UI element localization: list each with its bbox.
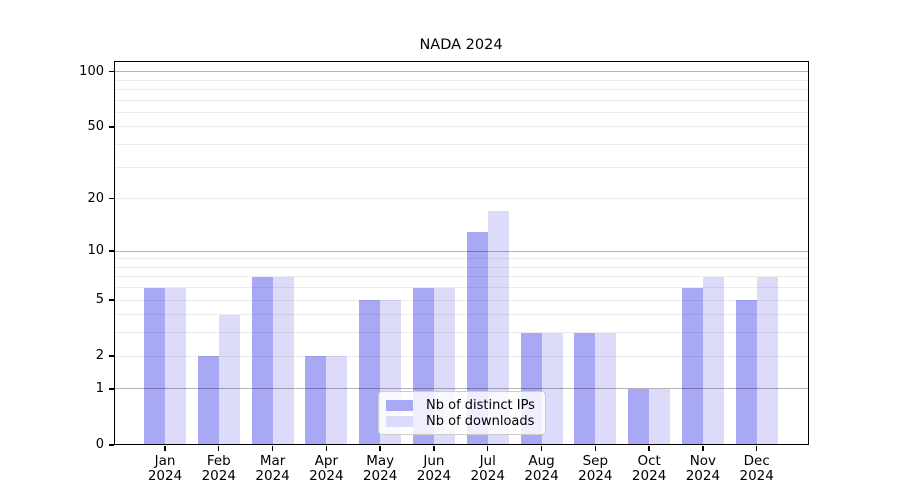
y-tick-mark-10 (108, 250, 114, 252)
gridline-minor-3 (113, 332, 809, 334)
x-tick-label-apr: Apr 2024 (309, 453, 344, 484)
legend-label-distinct-ips: Nb of distinct IPs (426, 397, 535, 413)
gridline-minor-9 (113, 258, 809, 260)
gridline-minor-40 (113, 144, 809, 146)
y-tick-mark-5 (108, 299, 114, 301)
x-tick-label-may: May 2024 (362, 453, 398, 484)
bar-mar-series1 (272, 276, 294, 445)
plot-area (113, 60, 809, 446)
x-tick-mark-jun (433, 446, 435, 451)
bar-sep-series1 (595, 332, 617, 445)
x-tick-label-jul: Jul 2024 (470, 453, 505, 484)
bar-jan-series0 (144, 287, 165, 445)
bar-dec-series0 (735, 300, 757, 445)
y-tick-label-10: 10 (87, 243, 104, 259)
bar-sep-series0 (574, 332, 596, 445)
bar-nov-series0 (681, 287, 703, 445)
y-tick-mark-100 (108, 71, 114, 73)
gridline-minor-8 (113, 266, 809, 268)
x-tick-mark-sep (594, 446, 596, 451)
gridline-minor-2 (113, 355, 809, 357)
gridline-minor-80 (113, 89, 809, 91)
bar-feb-series1 (218, 314, 240, 445)
y-tick-label-1: 1 (95, 380, 104, 396)
x-tick-mark-jan (164, 446, 166, 451)
y-tick-label-0: 0 (95, 437, 104, 452)
gridline-minor-20 (113, 198, 809, 200)
bar-dec-series1 (756, 276, 778, 445)
gridline-minor-60 (113, 111, 809, 113)
x-tick-mark-may (379, 446, 381, 451)
gridline-minor-70 (113, 99, 809, 101)
bar-oct-series0 (628, 388, 650, 445)
gridline-major-100 (113, 71, 809, 73)
y-tick-mark-20 (108, 198, 114, 200)
y-tick-mark-50 (108, 126, 114, 128)
bar-jul-series1 (487, 211, 509, 445)
x-tick-mark-apr (325, 446, 328, 451)
x-tick-label-sep: Sep 2024 (578, 453, 613, 484)
y-tick-mark-2 (108, 355, 114, 357)
x-tick-mark-dec (755, 446, 758, 451)
legend-item-downloads: Nb of downloads (386, 413, 535, 429)
bar-may-series0 (359, 300, 381, 445)
y-tick-mark-0 (108, 444, 114, 446)
bar-apr-series1 (326, 356, 348, 445)
gridline-minor-6 (113, 287, 809, 289)
bar-apr-series0 (305, 356, 327, 445)
x-tick-mark-aug (540, 446, 543, 451)
x-tick-label-aug: Aug 2024 (524, 453, 559, 484)
bar-aug-series1 (541, 332, 563, 445)
grid-layer (113, 61, 809, 446)
y-tick-label-5: 5 (95, 292, 104, 308)
gridline-minor-5 (113, 299, 809, 301)
x-tick-mark-oct (648, 446, 650, 451)
gridline-major-10 (113, 250, 809, 252)
gridline-major-1 (113, 388, 809, 390)
legend-swatch-distinct-ips (386, 399, 413, 411)
x-tick-label-nov: Nov 2024 (685, 453, 721, 484)
gridline-minor-7 (113, 276, 809, 278)
bar-oct-series1 (649, 388, 671, 445)
bar-nov-series1 (702, 276, 724, 445)
bar-feb-series0 (197, 356, 219, 445)
x-tick-label-dec: Dec 2024 (739, 453, 774, 484)
x-tick-label-mar: Mar 2024 (255, 453, 290, 484)
y-tick-label-100: 100 (79, 63, 104, 79)
legend-item-distinct-ips: Nb of distinct IPs (386, 397, 535, 413)
y-tick-label-2: 2 (95, 348, 104, 364)
y-tick-label-20: 20 (87, 190, 104, 206)
x-tick-label-jan: Jan 2024 (147, 453, 183, 484)
gridline-minor-4 (113, 314, 809, 316)
x-tick-mark-feb (218, 446, 220, 451)
x-tick-mark-jul (487, 446, 489, 451)
bar-jan-series1 (165, 287, 186, 445)
x-tick-label-jun: Jun 2024 (416, 453, 452, 484)
legend-swatch-downloads (386, 415, 413, 427)
chart-title: NADA 2024 (419, 37, 503, 53)
gridline-minor-50 (113, 126, 809, 128)
y-tick-label-50: 50 (87, 118, 104, 134)
legend: Nb of distinct IPs Nb of downloads (378, 391, 546, 435)
x-tick-label-feb: Feb 2024 (201, 453, 236, 484)
y-tick-mark-1 (108, 388, 114, 390)
gridline-minor-90 (113, 79, 809, 81)
gridline-minor-30 (113, 166, 809, 168)
x-tick-label-oct: Oct 2024 (631, 453, 667, 484)
legend-label-downloads: Nb of downloads (426, 413, 535, 429)
x-tick-mark-mar (271, 446, 274, 451)
bar-mar-series0 (251, 276, 273, 445)
x-tick-mark-nov (702, 446, 704, 451)
